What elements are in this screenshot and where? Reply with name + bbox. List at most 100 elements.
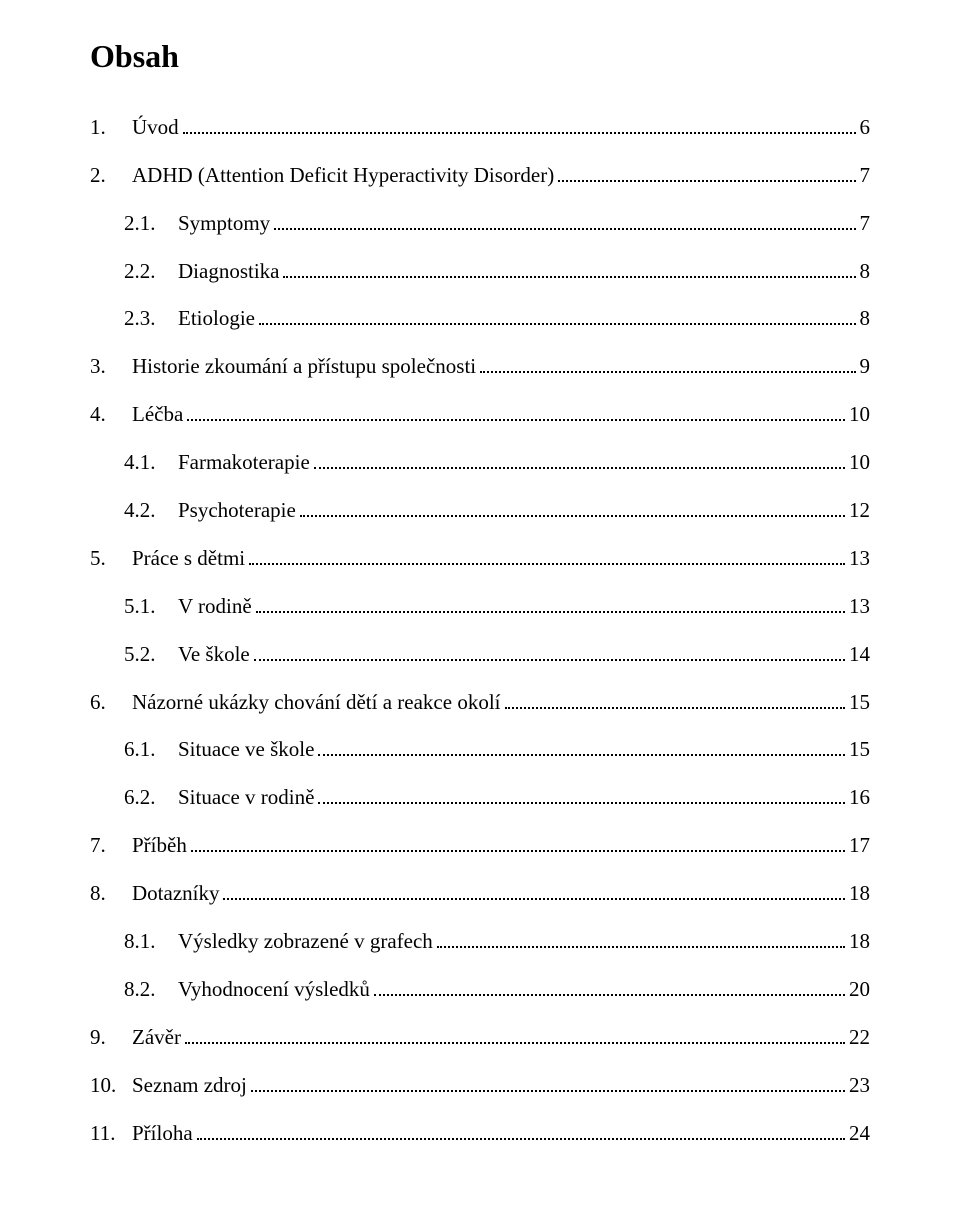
toc-entry: 3.Historie zkoumání a přístupu společnos… xyxy=(90,352,870,377)
toc-entry-page: 20 xyxy=(849,979,870,1000)
toc-entry-number: 2. xyxy=(90,165,132,186)
toc-entry: 8.1.Výsledky zobrazené v grafech 18 xyxy=(90,927,870,952)
toc-entry: 6.2.Situace v rodině 16 xyxy=(90,783,870,808)
toc-entry-number: 4.2. xyxy=(124,500,178,521)
toc-entry-number: 1. xyxy=(90,117,132,138)
toc-entry: 5.1.V rodině 13 xyxy=(90,592,870,617)
toc-entry-number: 4. xyxy=(90,404,132,425)
toc-entry-page: 15 xyxy=(849,739,870,760)
toc-entry-label: Příběh xyxy=(132,835,187,856)
toc-entry-label: Úvod xyxy=(132,117,179,138)
toc-entry-page: 8 xyxy=(860,261,871,282)
toc-leader-dots xyxy=(256,592,845,613)
toc-entry-label: Symptomy xyxy=(178,213,270,234)
toc-entry-label: ADHD (Attention Deficit Hyperactivity Di… xyxy=(132,165,554,186)
toc-entry-number: 4.1. xyxy=(124,452,178,473)
toc-entry: 6.Názorné ukázky chování dětí a reakce o… xyxy=(90,688,870,713)
toc-entry-page: 16 xyxy=(849,787,870,808)
toc-entry-number: 2.3. xyxy=(124,308,178,329)
toc-entry-page: 22 xyxy=(849,1027,870,1048)
toc-entry-label: Diagnostika xyxy=(178,261,279,282)
toc-leader-dots xyxy=(283,257,855,278)
toc-entry-page: 17 xyxy=(849,835,870,856)
toc-entry-number: 5.2. xyxy=(124,644,178,665)
toc-entry-number: 8.1. xyxy=(124,931,178,952)
toc-entry: 4.2.Psychoterapie 12 xyxy=(90,496,870,521)
toc-leader-dots xyxy=(251,1071,845,1092)
toc-leader-dots xyxy=(183,113,856,134)
toc-entry-number: 10. xyxy=(90,1075,132,1096)
toc-leader-dots xyxy=(318,783,845,804)
toc-leader-dots xyxy=(505,688,846,709)
toc-leader-dots xyxy=(274,209,855,230)
toc-entry-label: Historie zkoumání a přístupu společnosti xyxy=(132,356,476,377)
toc-entry-number: 3. xyxy=(90,356,132,377)
toc-entry: 8.2.Vyhodnocení výsledků 20 xyxy=(90,975,870,1000)
toc-entry-label: Farmakoterapie xyxy=(178,452,310,473)
toc-entry: 9.Závěr22 xyxy=(90,1023,870,1048)
toc-entry-page: 8 xyxy=(860,308,871,329)
toc-entry-label: Příloha xyxy=(132,1123,193,1144)
toc-entry-page: 7 xyxy=(860,165,871,186)
toc-leader-dots xyxy=(185,1023,845,1044)
toc-entry-label: Seznam zdroj xyxy=(132,1075,247,1096)
toc-entry-page: 15 xyxy=(849,692,870,713)
toc-entry: 10.Seznam zdroj 23 xyxy=(90,1071,870,1096)
toc-entry-number: 5.1. xyxy=(124,596,178,617)
toc-entry-number: 11. xyxy=(90,1123,132,1144)
toc-entry-page: 23 xyxy=(849,1075,870,1096)
toc-entry-number: 2.1. xyxy=(124,213,178,234)
toc-entry: 11.Příloha 24 xyxy=(90,1119,870,1144)
toc-entry-label: Ve škole xyxy=(178,644,250,665)
toc-entry-number: 6.1. xyxy=(124,739,178,760)
toc-entry: 5.2.Ve škole14 xyxy=(90,640,870,665)
toc-entry-number: 6.2. xyxy=(124,787,178,808)
toc-entry: 2.1.Symptomy 7 xyxy=(90,209,870,234)
toc-leader-dots xyxy=(318,736,845,757)
toc-entry-page: 10 xyxy=(849,452,870,473)
toc-entry: 2.2.Diagnostika 8 xyxy=(90,257,870,282)
toc-entry-label: Psychoterapie xyxy=(178,500,296,521)
toc-entry-label: Dotazníky xyxy=(132,883,219,904)
toc-entry-page: 10 xyxy=(849,404,870,425)
toc-leader-dots xyxy=(437,927,845,948)
toc-entry-page: 13 xyxy=(849,596,870,617)
toc-entry: 7.Příběh 17 xyxy=(90,831,870,856)
toc-entry-page: 18 xyxy=(849,883,870,904)
toc-entry-page: 13 xyxy=(849,548,870,569)
toc-entry-page: 18 xyxy=(849,931,870,952)
toc-leader-dots xyxy=(558,161,855,182)
toc-entry-label: Situace v rodině xyxy=(178,787,314,808)
toc-entry-number: 8. xyxy=(90,883,132,904)
toc-entry-label: Situace ve škole xyxy=(178,739,314,760)
toc-entry-page: 9 xyxy=(860,356,871,377)
toc-entry: 8.Dotazníky 18 xyxy=(90,879,870,904)
toc-leader-dots xyxy=(254,640,845,661)
toc-entry-label: Léčba xyxy=(132,404,183,425)
toc-entry-number: 6. xyxy=(90,692,132,713)
toc-entry-page: 12 xyxy=(849,500,870,521)
toc-entry-label: V rodině xyxy=(178,596,252,617)
toc-leader-dots xyxy=(259,305,856,326)
toc-leader-dots xyxy=(223,879,845,900)
toc-entry: 4.1.Farmakoterapie 10 xyxy=(90,448,870,473)
toc-entry-label: Výsledky zobrazené v grafech xyxy=(178,931,433,952)
toc-leader-dots xyxy=(314,448,845,469)
toc-entry-page: 7 xyxy=(860,213,871,234)
toc-entry: 6.1.Situace ve škole 15 xyxy=(90,736,870,761)
toc-leader-dots xyxy=(374,975,845,996)
toc-entry-number: 2.2. xyxy=(124,261,178,282)
toc-leader-dots xyxy=(191,831,845,852)
toc-entry-page: 24 xyxy=(849,1123,870,1144)
toc-leader-dots xyxy=(249,544,845,565)
toc-leader-dots xyxy=(197,1119,845,1140)
toc-entry-label: Etiologie xyxy=(178,308,255,329)
toc-entry-number: 5. xyxy=(90,548,132,569)
toc-entry-label: Vyhodnocení výsledků xyxy=(178,979,370,1000)
toc-entry-label: Práce s dětmi xyxy=(132,548,245,569)
toc-entry-number: 7. xyxy=(90,835,132,856)
toc-entry-page: 6 xyxy=(860,117,871,138)
toc-entry: 5.Práce s dětmi 13 xyxy=(90,544,870,569)
toc-leader-dots xyxy=(480,352,855,373)
toc-entry-number: 8.2. xyxy=(124,979,178,1000)
